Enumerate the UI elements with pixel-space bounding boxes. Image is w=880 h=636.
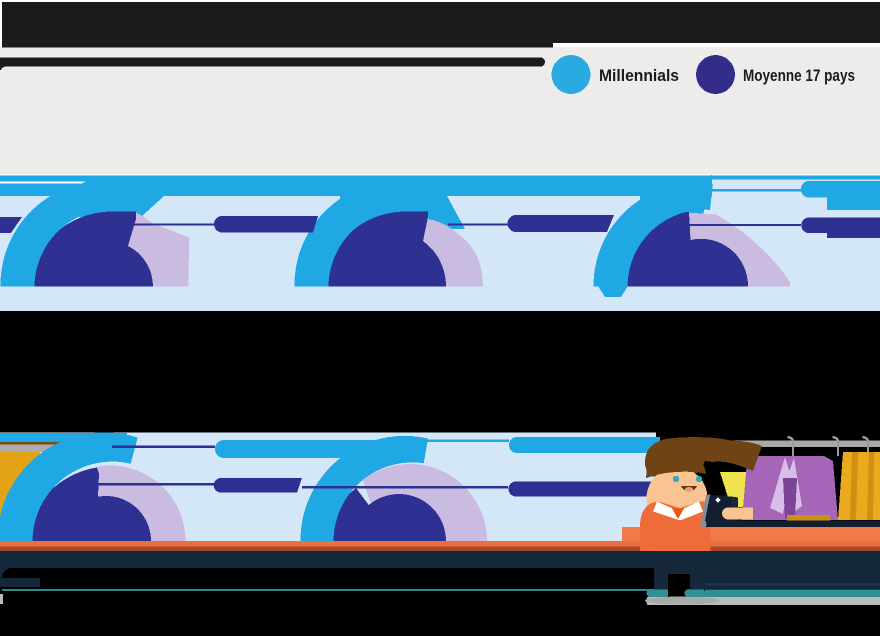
svg-text:Millennials: Millennials [599,67,679,85]
svg-text:Moyenne 17 pays: Moyenne 17 pays [743,67,855,85]
